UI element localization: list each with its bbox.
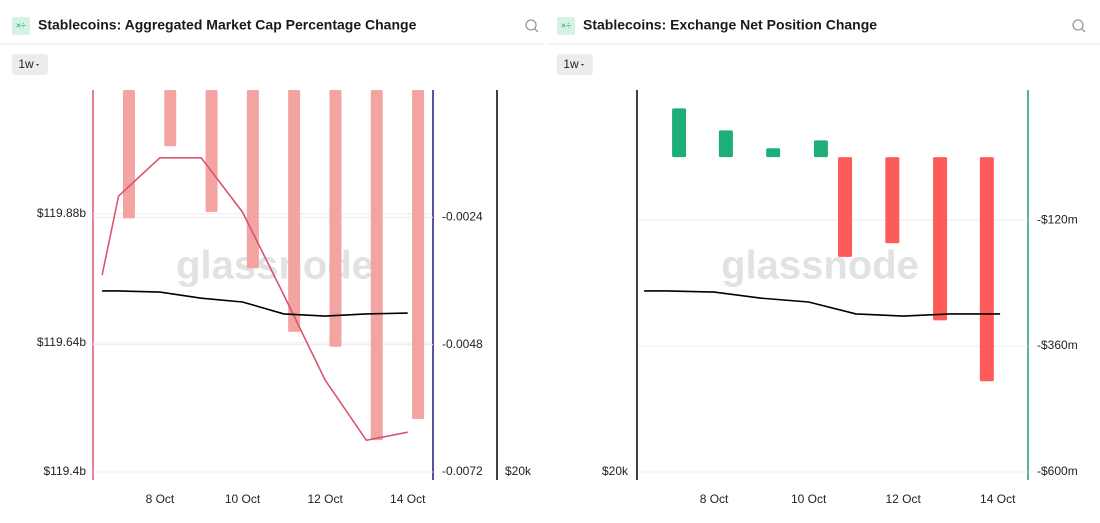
bar (329, 90, 342, 347)
bar (813, 140, 828, 158)
bar (766, 148, 781, 158)
chart-icon: ×÷ (557, 17, 575, 35)
zoom-button[interactable] (1072, 19, 1086, 33)
watermark: glassnode (721, 244, 919, 288)
zoom-button[interactable] (525, 19, 539, 33)
bar (412, 90, 425, 419)
chart-title: Stablecoins: Exchange Net Position Chang… (583, 17, 877, 33)
bar (246, 90, 259, 269)
y-tick-label: $119.88b (37, 206, 86, 220)
interval-button[interactable]: 1w (557, 54, 593, 75)
bar (370, 90, 383, 441)
line (101, 157, 408, 442)
chart-icon: ×÷ (12, 17, 30, 35)
bar (979, 157, 994, 382)
x-tick-label: 12 Oct (307, 492, 343, 506)
bar (288, 90, 301, 332)
x-tick-label: 14 Oct (980, 492, 1016, 506)
y-tick-label: -$360m (1037, 338, 1078, 352)
y-tick-label: -$600m (1037, 464, 1078, 478)
bar (205, 90, 218, 213)
x-tick-label: 14 Oct (390, 492, 426, 506)
chart-title: Stablecoins: Aggregated Market Cap Perce… (38, 17, 417, 33)
svg-text:×÷: ×÷ (16, 20, 26, 30)
y3-tick-label: $20k (505, 464, 532, 478)
y2-tick-label: -0.0024 (442, 210, 483, 224)
x-tick-label: 12 Oct (886, 492, 922, 506)
x-tick-label: 10 Oct (791, 492, 827, 506)
y2-tick-label: -0.0048 (442, 337, 483, 351)
bar (672, 108, 687, 158)
bar (838, 157, 853, 257)
bar (718, 130, 733, 158)
y3-tick-label: $20k (602, 464, 629, 478)
interval-label[interactable]: 1w (18, 57, 34, 71)
x-tick-label: 10 Oct (225, 492, 261, 506)
interval-button[interactable]: 1w (12, 54, 48, 75)
watermark: glassnode (176, 244, 374, 288)
y-tick-label: $119.64b (37, 335, 86, 349)
y-tick-label: -$120m (1037, 212, 1078, 226)
interval-label[interactable]: 1w (563, 57, 579, 71)
y2-tick-label: -0.0072 (442, 464, 483, 478)
bar (933, 157, 948, 321)
line (102, 290, 408, 317)
x-tick-label: 8 Oct (146, 492, 175, 506)
x-tick-label: 8 Oct (700, 492, 729, 506)
svg-text:×÷: ×÷ (561, 20, 571, 30)
bar (885, 157, 900, 244)
bar (164, 90, 177, 147)
line (644, 290, 1001, 317)
y-tick-label: $119.4b (44, 464, 87, 478)
bar (122, 90, 135, 219)
